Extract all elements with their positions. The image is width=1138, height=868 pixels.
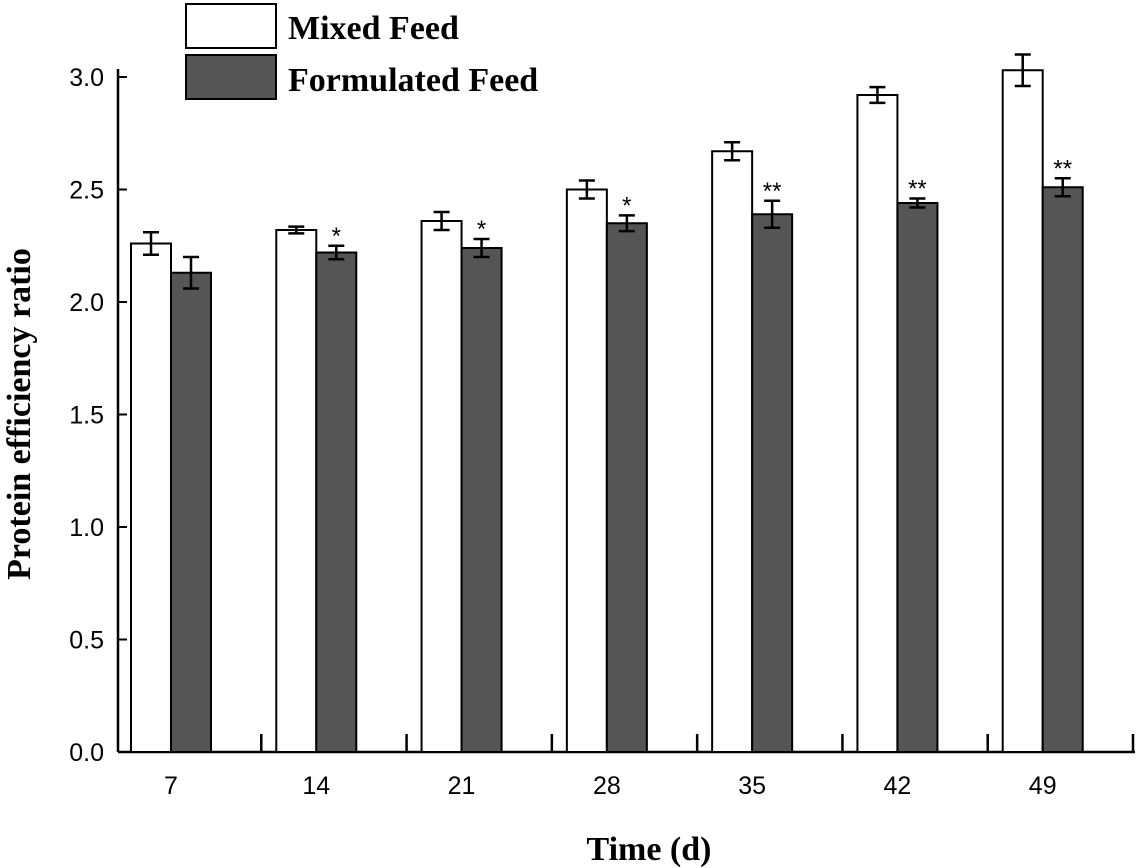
x-axis-title: Time (d) xyxy=(587,831,712,868)
y-tick-label-3: 1.5 xyxy=(69,402,104,430)
bar-formulated-42 xyxy=(896,202,939,753)
bar-formulated-49 xyxy=(1041,186,1084,753)
significance-mark-21: * xyxy=(477,216,486,243)
bar-mixed-21 xyxy=(420,220,463,753)
legend: Mixed Feed Formulated Feed xyxy=(185,3,538,100)
y-tick-label-4: 2.0 xyxy=(69,289,104,317)
x-tick-label-14: 14 xyxy=(302,772,330,800)
bar-mixed-7 xyxy=(130,242,172,753)
plot-area: 0.0 0.5 1.0 1.5 2.0 2.5 3.0 7 * 14 * 21 * 28 ** 35 ** 42 *… xyxy=(69,53,1135,800)
x-tick-label-28: 28 xyxy=(593,772,621,800)
bar-mixed-35 xyxy=(711,150,754,753)
legend-label-formulated-feed: Formulated Feed xyxy=(288,62,538,99)
bar-formulated-14 xyxy=(315,251,358,753)
bar-formulated-35 xyxy=(751,213,794,753)
bar-mixed-14 xyxy=(275,229,318,753)
y-tick-label-1: 0.5 xyxy=(69,627,104,655)
significance-mark-49: ** xyxy=(1053,155,1072,182)
x-tick-label-42: 42 xyxy=(884,772,912,800)
legend-swatch-mixed-feed xyxy=(185,3,277,49)
bar-formulated-28 xyxy=(605,222,648,753)
bar-formulated-21 xyxy=(460,247,503,753)
significance-mark-42: ** xyxy=(908,176,927,203)
legend-swatch-formulated-feed xyxy=(185,54,277,100)
bar-mixed-49 xyxy=(1001,69,1044,753)
y-tick-label-6: 3.0 xyxy=(69,64,104,92)
x-tick-label-35: 35 xyxy=(738,772,766,800)
y-tick-label-2: 1.0 xyxy=(69,514,104,542)
significance-mark-14: * xyxy=(332,223,341,250)
significance-mark-35: ** xyxy=(763,178,782,205)
bar-mixed-42 xyxy=(856,94,899,753)
x-tick-label-7: 7 xyxy=(164,772,178,800)
x-tick-label-21: 21 xyxy=(448,772,476,800)
x-tick-label-49: 49 xyxy=(1029,772,1057,800)
bar-mixed-28 xyxy=(565,188,608,753)
y-axis-title: Protein efficiency ratio xyxy=(1,248,38,580)
significance-mark-28: * xyxy=(622,192,631,219)
y-tick-label-0: 0.0 xyxy=(69,739,104,767)
legend-label-mixed-feed: Mixed Feed xyxy=(288,10,459,47)
y-tick-label-5: 2.5 xyxy=(69,177,104,205)
bar-formulated-7 xyxy=(170,271,212,753)
